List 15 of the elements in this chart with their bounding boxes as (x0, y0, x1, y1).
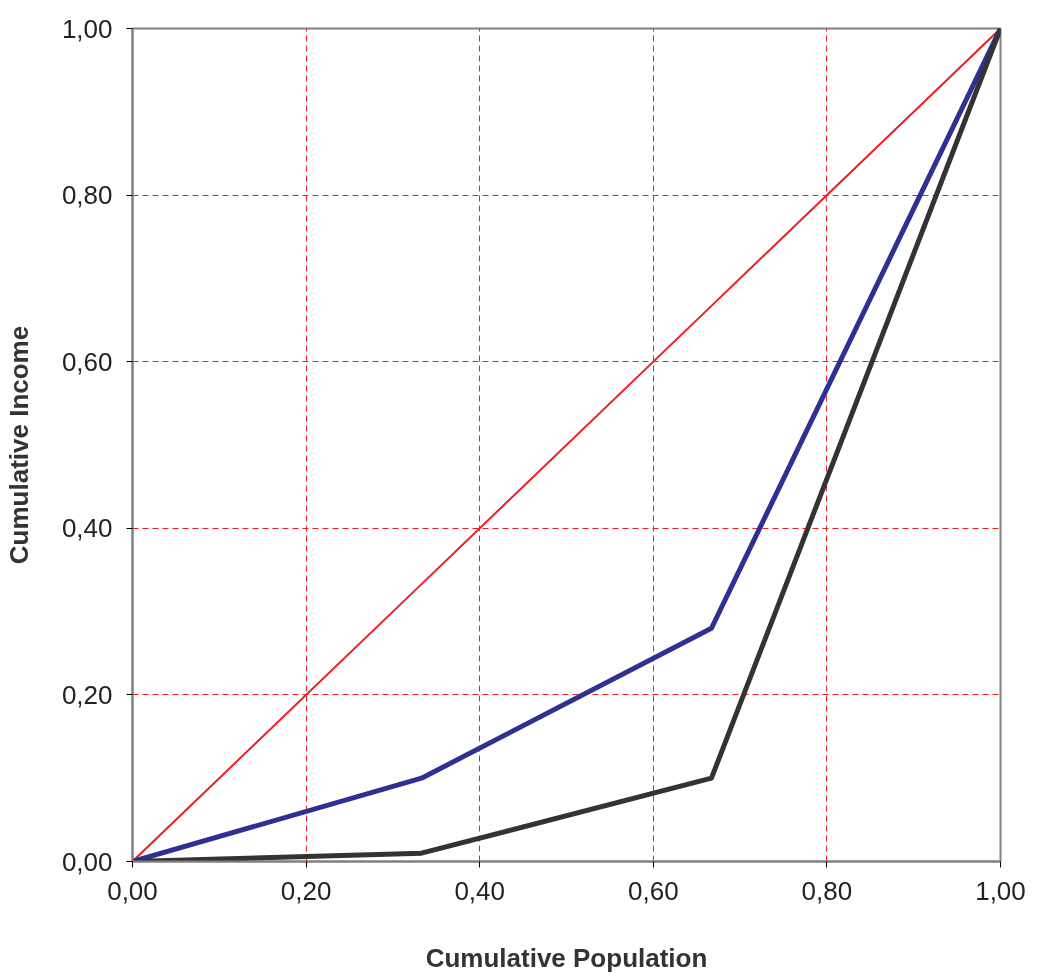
y-tick-label: 0,80 (61, 180, 113, 211)
y-axis-title: Cumulative Income (3, 325, 34, 565)
x-tick-label: 0,60 (628, 875, 679, 906)
x-tick-label: 0,40 (454, 875, 506, 906)
x-tick-label: 0,20 (280, 875, 332, 906)
x-tick-label: 0,00 (107, 875, 158, 906)
y-tick-label: 1,00 (61, 13, 113, 44)
y-tick-label: 0,40 (61, 513, 113, 544)
x-tick-label: 1,00 (975, 875, 1026, 906)
y-tick-label: 0,20 (61, 679, 113, 710)
y-tick-label: 0,60 (61, 346, 113, 377)
line-series (132, 28, 1001, 862)
x-axis-title: Cumulative Population (425, 942, 708, 973)
y-tick-label: 0,00 (61, 846, 113, 877)
x-tick-label: 0,80 (801, 875, 853, 906)
